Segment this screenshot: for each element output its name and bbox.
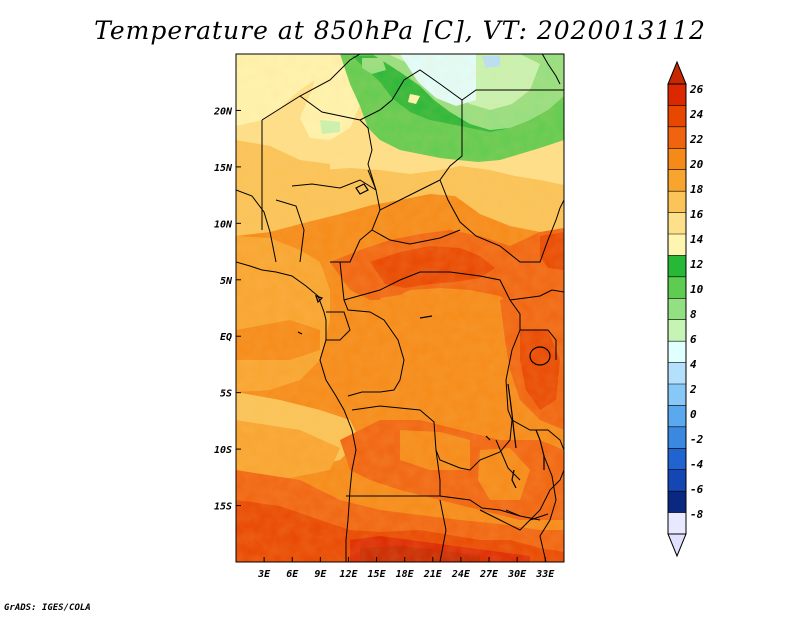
y-tick-label: 15S [214,502,232,513]
x-tick-label: 27E [479,569,499,580]
y-tick-label: 10S [214,445,232,456]
colorbar-segment [668,255,686,278]
country-borders [236,54,564,562]
lakes [297,183,551,489]
colorbar-bottom-triangle [667,533,687,558]
y-tick-label: 5S [220,389,232,400]
colorbar-segment [668,234,686,256]
colorbar-label: -4 [690,458,704,471]
y-axis: 20N 15N 10N 5N EQ 5S 10S 15S [213,106,241,513]
colorbar-segment [668,191,686,214]
colorbar-label: 4 [690,358,697,371]
colorbar-segment [668,169,686,192]
colorbar-label: 8 [690,308,697,321]
x-tick-label: 30E [507,569,527,580]
colorbar-label: 14 [690,233,704,246]
x-tick-label: 6E [286,569,299,580]
colorbar-label: 26 [689,83,704,96]
x-tick-label: 3E [257,569,271,580]
x-tick-label: 9E [314,569,327,580]
colorbar-segment [668,126,686,149]
colorbar-segment [668,212,686,235]
colorbar-label: -6 [690,483,704,496]
x-axis: 3E 6E 9E 12E 15E 18E 21E 24E 27E 30E 33E [257,557,555,580]
colorbar-segment [668,362,686,385]
y-tick-label: 10N [214,219,233,230]
colorbar-segment [668,512,686,535]
x-tick-label: 12E [339,569,358,580]
colorbar-segment [668,148,686,171]
y-tick-label: EQ [220,332,232,343]
colorbar-label: 12 [690,258,704,271]
colorbar-label: -2 [690,433,704,446]
colorbar-segment [668,384,686,406]
colorbar-segment [668,491,686,514]
colorbar-segment [668,448,686,471]
colorbar-label: 22 [689,133,704,146]
y-tick-label: 5N [220,276,233,287]
y-tick-label: 15N [214,163,233,174]
colorbar-frame [667,83,687,535]
colorbar-segment [668,469,686,492]
temperature-field [236,54,564,562]
map-frame [235,53,565,563]
x-tick-label: 18E [396,569,415,580]
colorbar-segment [668,319,686,342]
credit-label: GrADS: IGES/COLA [4,603,91,613]
colorbar-label: -8 [690,508,704,521]
colorbar-label: 16 [690,208,704,221]
colorbar-segment [668,105,686,128]
x-tick-label: 21E [423,569,443,580]
colorbar-segment [668,426,686,449]
chart-title: Temperature at 850hPa [C], VT: 202001311… [94,16,706,45]
colorbar-label: 0 [690,408,697,421]
colorbar-segment [668,276,686,299]
x-tick-label: 15E [368,569,387,580]
colorbar-label: 20 [689,158,704,171]
x-tick-label: 33E [535,569,555,580]
colorbar-segment [668,341,686,364]
x-tick-label: 24E [451,569,471,580]
colorbar-segment [668,298,686,321]
colorbar-label: 2 [689,383,697,396]
colorbar-label: 10 [690,283,704,296]
colorbar-top-triangle [667,60,687,85]
colorbar-label: 6 [690,333,697,346]
colorbar-label: 18 [690,183,704,196]
y-tick-label: 20N [213,106,233,117]
colorbar-label: 24 [689,108,704,121]
colorbar-segment [668,405,686,428]
colorbar-segment [668,84,686,106]
